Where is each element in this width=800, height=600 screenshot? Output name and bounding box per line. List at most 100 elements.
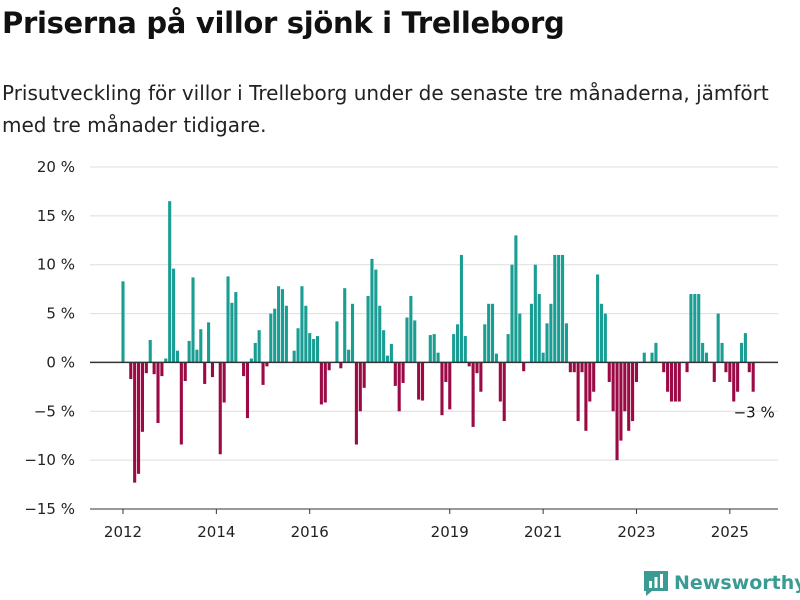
bar	[226, 276, 230, 363]
bar	[362, 362, 366, 388]
bar	[452, 334, 456, 363]
y-tick-label: 20 %	[37, 158, 75, 176]
bar	[292, 350, 296, 363]
bar	[315, 336, 320, 363]
bar	[685, 362, 689, 373]
bar	[471, 362, 475, 427]
bar	[669, 362, 674, 402]
bar	[242, 362, 246, 377]
bar	[179, 362, 183, 445]
bar	[444, 362, 448, 382]
bar-chart-logo-icon	[644, 571, 668, 596]
bar	[137, 362, 141, 474]
bar	[191, 277, 195, 363]
bar	[304, 305, 308, 363]
bar	[164, 358, 168, 363]
bar	[673, 362, 677, 402]
bar	[716, 313, 720, 363]
latest-value-label: −3 %	[734, 404, 775, 422]
y-axis-labels: −15 % −10 % −5 % 0 % 5 % 10 % 15 % 20 %	[24, 158, 75, 518]
bar	[296, 328, 300, 363]
bar	[354, 362, 358, 445]
bar	[347, 349, 351, 363]
bar	[557, 254, 561, 363]
bar	[168, 201, 172, 363]
bar	[319, 362, 323, 405]
bar	[467, 362, 471, 367]
bar	[739, 342, 744, 363]
bar	[152, 362, 156, 375]
bar	[203, 362, 207, 384]
bar	[121, 281, 125, 363]
bar	[689, 294, 693, 363]
chart-title: Priserna på villor sjönk i Trelleborg	[2, 6, 565, 40]
bar	[160, 362, 164, 377]
bar	[210, 362, 215, 378]
bar	[704, 352, 709, 363]
bar	[576, 362, 580, 422]
bar	[514, 235, 518, 363]
bar	[175, 350, 180, 363]
x-tick-label: 2021	[524, 523, 562, 541]
bar	[405, 317, 409, 363]
y-tick-label: 10 %	[37, 256, 75, 274]
bar	[323, 362, 327, 403]
bar	[440, 362, 444, 416]
bar	[572, 362, 576, 373]
bar	[736, 362, 740, 392]
bar	[397, 362, 401, 412]
x-tick-label: 2025	[711, 523, 749, 541]
bar	[619, 362, 623, 441]
bar	[327, 362, 331, 371]
bar	[417, 362, 421, 400]
bar	[222, 362, 226, 403]
bar	[568, 362, 572, 373]
bar	[498, 362, 502, 402]
bar	[564, 323, 569, 363]
bar	[382, 330, 386, 363]
bar	[553, 254, 557, 363]
bar	[172, 268, 176, 363]
bar	[662, 362, 666, 373]
bar	[370, 258, 374, 363]
bar	[156, 362, 160, 424]
bar	[265, 362, 269, 367]
bar	[420, 362, 425, 401]
bar	[584, 362, 588, 431]
bar	[249, 358, 253, 363]
bar	[743, 333, 747, 363]
bar	[487, 303, 491, 363]
bar	[580, 362, 584, 373]
bar	[343, 288, 347, 363]
bar	[393, 362, 397, 386]
bar	[335, 321, 339, 363]
bar	[436, 352, 440, 363]
bar	[607, 362, 611, 382]
bar	[541, 352, 545, 363]
bar	[261, 362, 265, 385]
bar	[697, 294, 701, 363]
bar	[428, 335, 432, 363]
bar	[245, 362, 250, 419]
bar	[455, 324, 460, 363]
bar	[522, 362, 526, 372]
bar	[545, 323, 549, 363]
bar	[129, 362, 133, 380]
bar	[308, 333, 312, 363]
bar	[378, 305, 382, 363]
bar	[284, 305, 288, 363]
bar	[366, 295, 370, 363]
bar	[491, 303, 495, 363]
bar	[627, 362, 631, 431]
bar	[603, 313, 607, 363]
bar	[253, 342, 257, 363]
bar	[140, 362, 144, 432]
bar	[148, 339, 152, 363]
bar	[277, 286, 281, 363]
bar	[257, 330, 261, 363]
newsworthy-brand: Newsworthy	[644, 569, 800, 596]
bar	[728, 362, 732, 382]
bar	[588, 362, 592, 402]
bar	[712, 362, 716, 382]
bar	[502, 362, 506, 422]
